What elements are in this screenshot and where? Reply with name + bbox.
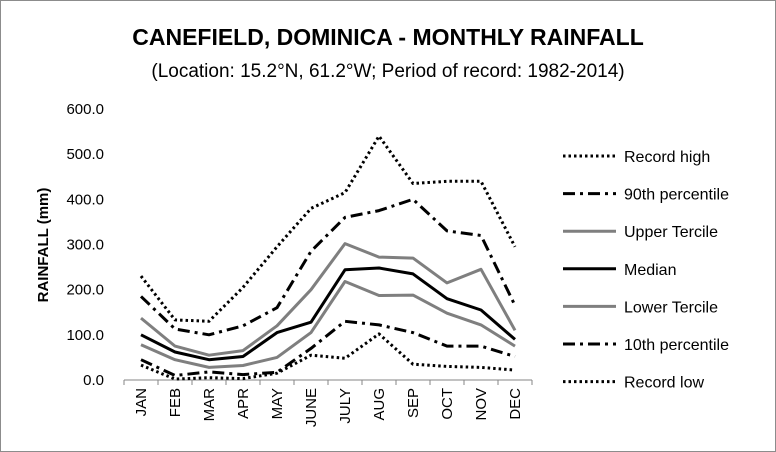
chart-subtitle: (Location: 15.2°N, 61.2°W; Period of rec… bbox=[151, 61, 624, 82]
x-tick-label: MAR bbox=[201, 388, 218, 422]
legend-label: Upper Tercile bbox=[624, 224, 718, 241]
x-tick-label: DEC bbox=[507, 388, 524, 420]
x-tick-label: MAY bbox=[269, 388, 286, 419]
series-lines bbox=[139, 134, 517, 381]
y-tick-label: 600.0 bbox=[66, 101, 104, 118]
x-tick-label: JULY bbox=[337, 388, 354, 424]
x-axis-ticks: JAN FEB MAR APR MAY JUNE JULY AUG SEP OCT NOV DEC bbox=[123, 380, 533, 427]
x-tick-label: APR bbox=[235, 388, 252, 419]
series-line-record-high bbox=[139, 134, 517, 323]
y-tick-label: 500.0 bbox=[66, 146, 104, 163]
series-line-10th-percentile bbox=[140, 319, 516, 377]
chart-title: CANEFIELD, DOMINICA - MONTHLY RAINFALL bbox=[132, 24, 644, 50]
y-tick-label: 400.0 bbox=[66, 191, 104, 208]
x-tick-label: SEP bbox=[405, 388, 422, 418]
legend-label: 90th percentile bbox=[624, 187, 729, 204]
legend: Record high 90th percentile Upper Tercile M… bbox=[563, 149, 729, 392]
x-tick-label: AUG bbox=[371, 388, 388, 421]
y-tick-label: 300.0 bbox=[66, 237, 104, 254]
legend-label: Lower Tercile bbox=[624, 299, 718, 316]
series-line-lower-tercile bbox=[140, 280, 516, 369]
x-tick-label: JUNE bbox=[303, 388, 320, 427]
legend-label: Median bbox=[624, 262, 676, 279]
series-line-record-low bbox=[140, 332, 516, 381]
series-line-median bbox=[140, 266, 516, 362]
y-axis-ticks: 0.0 100.0 200.0 300.0 400.0 500.0 600.0 bbox=[66, 101, 104, 389]
x-tick-label: FEB bbox=[167, 388, 184, 417]
legend-label: Record high bbox=[624, 149, 710, 166]
x-tick-label: OCT bbox=[439, 388, 456, 420]
series-line-90th-percentile bbox=[139, 197, 517, 337]
y-tick-label: 0.0 bbox=[83, 372, 104, 389]
legend-label: Record low bbox=[624, 375, 704, 392]
series-line-upper-tercile bbox=[140, 242, 517, 357]
legend-label: 10th percentile bbox=[624, 337, 729, 354]
y-tick-label: 100.0 bbox=[66, 327, 104, 344]
y-tick-label: 200.0 bbox=[66, 282, 104, 299]
y-axis-label: RAINFALL (mm) bbox=[35, 188, 52, 303]
x-tick-label: NOV bbox=[473, 388, 490, 421]
x-tick-label: JAN bbox=[133, 388, 150, 416]
